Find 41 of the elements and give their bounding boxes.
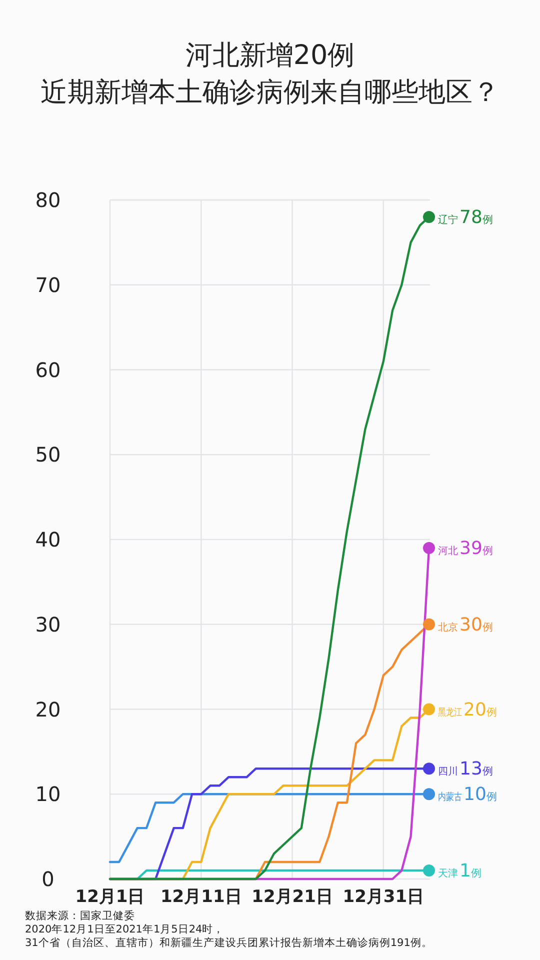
label: 内蒙古 10例: [423, 784, 498, 806]
point: [423, 210, 435, 223]
data-label: 1例: [460, 860, 482, 882]
point: [423, 864, 435, 877]
point: [423, 618, 435, 630]
data-label: 13例: [460, 758, 494, 780]
subtitle: 近期新增本土确诊病例来自哪些地区？: [40, 77, 500, 108]
series-label: 四川: [438, 766, 458, 778]
ytick: 20: [35, 697, 61, 722]
data-label: 78例: [460, 206, 494, 228]
series-label: 辽宁: [438, 214, 458, 226]
ytick: 30: [35, 612, 61, 636]
annotation: 2020年12月1日至2021年1月5日24时，: [25, 924, 224, 936]
annotation: 数据来源：国家卫健委: [25, 910, 135, 922]
point: [423, 762, 435, 775]
ytick: 50: [35, 442, 61, 467]
xtick: 12月31日: [342, 887, 424, 907]
ytick: 80: [35, 188, 61, 212]
label: 北京 30例: [423, 614, 494, 636]
series-label: 河北: [438, 544, 458, 557]
label: 辽宁 78例: [423, 206, 494, 228]
xtick: 12月1日: [75, 887, 145, 907]
series-label: 天津: [438, 868, 458, 880]
data-label: 39例: [460, 538, 494, 559]
ytick: 0: [42, 867, 54, 891]
ytick: 40: [35, 528, 61, 552]
ytick: 70: [35, 272, 61, 297]
xtick: 12月21日: [252, 887, 333, 907]
title: 河北新增20例: [185, 40, 355, 71]
ytick: 10: [35, 782, 61, 806]
label: 河北 39例: [423, 538, 494, 559]
series-label: 北京: [438, 621, 458, 634]
ytick: 60: [35, 358, 61, 382]
data-label: 30例: [460, 614, 494, 636]
point: [423, 542, 435, 554]
label: 四川 13例: [423, 758, 494, 780]
label: 天津 1例: [423, 860, 482, 882]
xtick: 12月11日: [160, 887, 242, 907]
annotation: 31个省（自治区、直辖市）和新疆生产建设兵团累计报告新增本土确诊病例191例。: [25, 937, 432, 949]
point: [423, 788, 435, 800]
point: [423, 703, 435, 716]
